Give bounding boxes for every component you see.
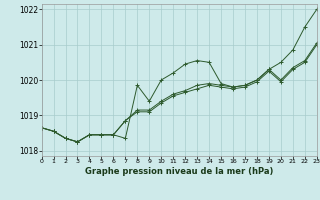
X-axis label: Graphe pression niveau de la mer (hPa): Graphe pression niveau de la mer (hPa): [85, 167, 273, 176]
